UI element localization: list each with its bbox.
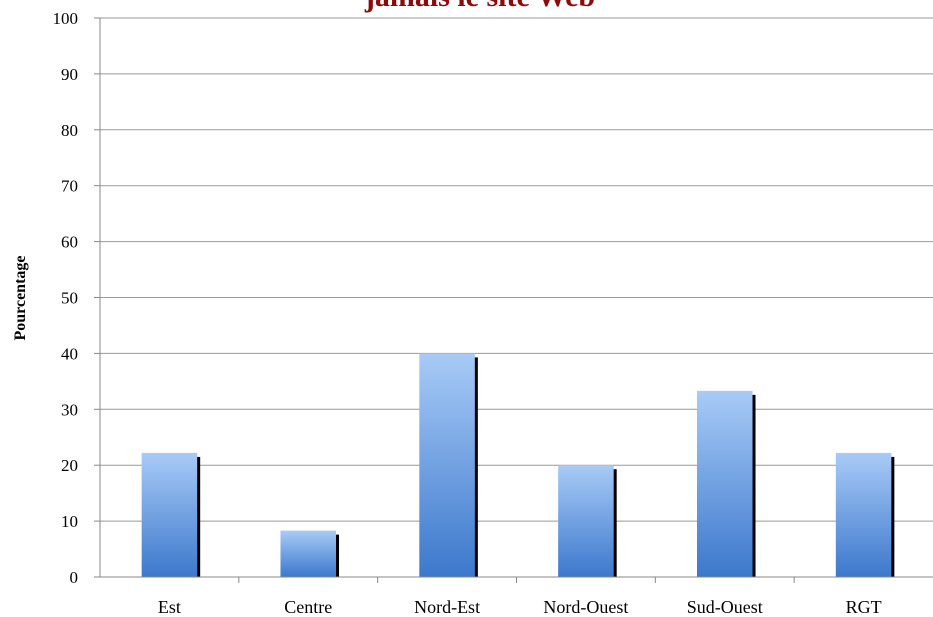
bar-nord-est [419,353,475,577]
bar-rgt [835,452,892,577]
x-tick-label: Sud-Ouest [687,597,763,617]
y-tick-label: 20 [61,456,78,475]
bar-shadow [889,456,895,577]
bar-shadow [195,456,201,577]
y-tick-label: 50 [61,289,78,308]
bar-shadow [750,394,756,577]
x-tick-label: Nord-Ouest [543,597,628,617]
bar-centre [280,530,337,577]
y-tick-label: 100 [53,9,79,28]
bar-sud-ouest [696,390,753,577]
x-tick-label: RGT [846,597,882,617]
y-tick-label: 60 [61,233,78,252]
y-tick-label: 10 [61,512,78,531]
y-axis-label: Pourcentage [12,255,29,340]
bar-shadow [472,357,478,577]
y-tick-label: 30 [61,400,78,419]
x-tick-label: Nord-Est [414,597,480,617]
bar-shadow [611,469,617,577]
y-tick-label: 40 [61,344,78,363]
chart-title: jamais le site Web [364,0,595,13]
x-tick-label: Centre [284,597,332,617]
x-tick-label: Est [158,597,181,617]
bar-shadow [334,534,340,577]
y-tick-label: 70 [61,177,78,196]
y-tick-label: 0 [70,568,79,587]
bar-est [141,452,198,577]
bar-nord-ouest [558,465,614,577]
y-tick-label: 80 [61,121,78,140]
y-tick-label: 90 [61,65,78,84]
